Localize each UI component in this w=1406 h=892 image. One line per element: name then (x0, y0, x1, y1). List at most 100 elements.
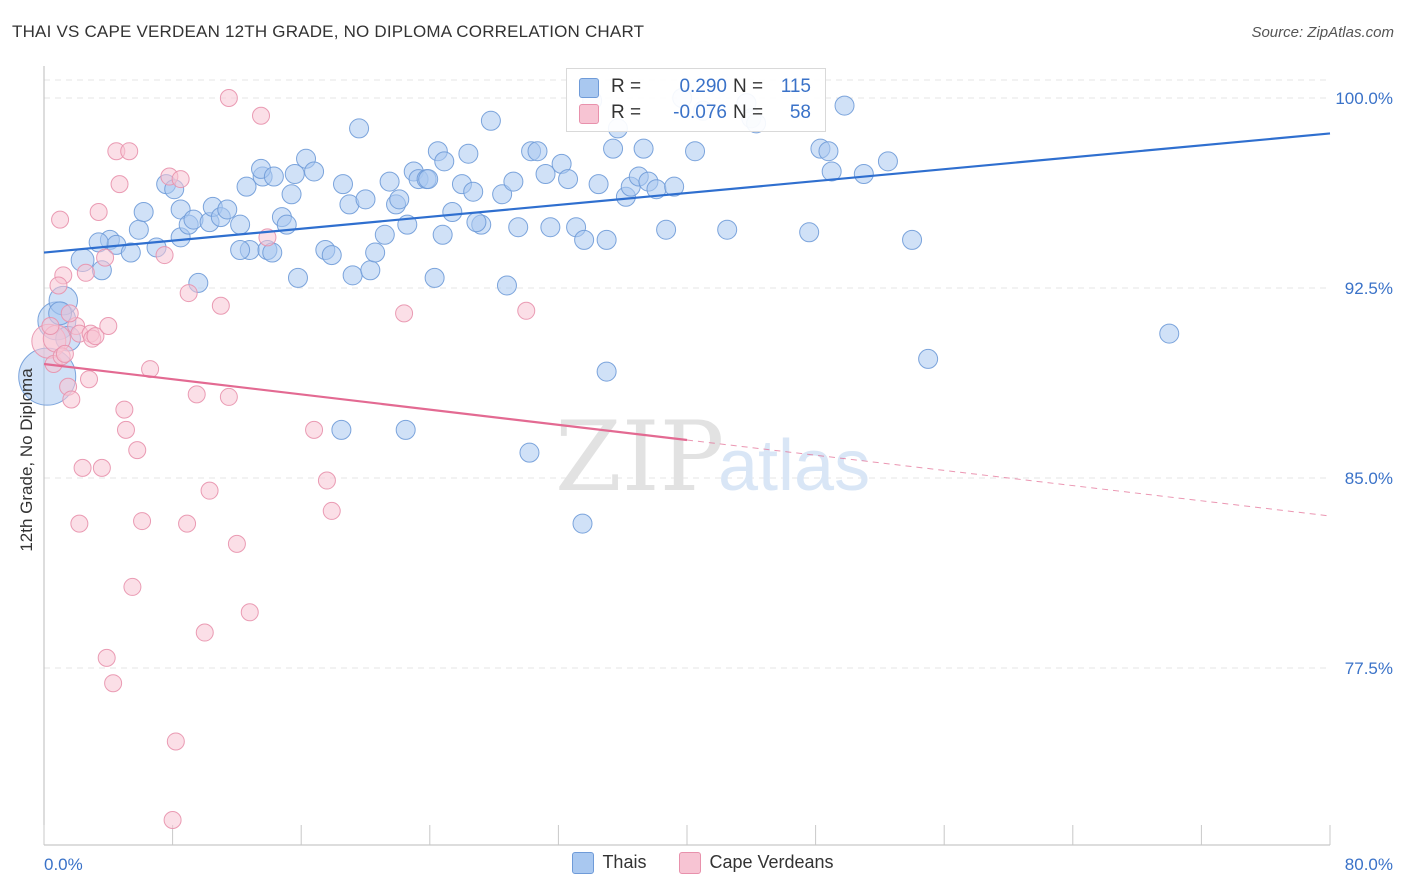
thais-point (480, 110, 501, 131)
thais-point (664, 176, 685, 197)
cape-verdeans-point (179, 284, 198, 303)
thais-point (834, 95, 855, 116)
thais-point (284, 164, 305, 184)
thais-point (527, 141, 548, 162)
cape-verdeans-point (97, 648, 116, 667)
cape-verdeans-point (219, 89, 238, 107)
chart-title: THAI VS CAPE VERDEAN 12TH GRADE, NO DIPL… (12, 22, 645, 41)
thais-point (596, 361, 617, 382)
thais-point (365, 242, 386, 263)
cape-verdeans-point (49, 276, 68, 295)
cape-verdeans-point (110, 175, 129, 194)
thais-point (685, 141, 706, 162)
thais-trend-line (43, 132, 1331, 254)
cape-verdeans-point (115, 400, 134, 419)
x-tick-labels: 0.0% 80.0% (44, 855, 1393, 874)
y-tick-label: 77.5% (1345, 659, 1393, 678)
thais-point (588, 174, 609, 195)
cape-verdeans-point (227, 534, 246, 553)
cape-verdeans-point (219, 387, 238, 406)
thais-point (603, 138, 624, 159)
cape-verdeans-point (200, 481, 219, 500)
cape-verdeans-point (80, 370, 99, 389)
cape-verdeans-point (55, 344, 74, 363)
cape-verdeans-legend-swatch (679, 852, 702, 875)
cape-verdeans-point (76, 263, 95, 282)
cape-verdeans-point (116, 420, 135, 439)
thais-point (120, 242, 141, 263)
cape-verdeans-point (99, 317, 118, 335)
thais-point (230, 240, 251, 260)
watermark-zip: ZIP (555, 401, 724, 513)
thais-point (418, 169, 439, 190)
cape-verdeans-point (155, 246, 174, 265)
y-tick-labels: 100.0% 92.5% 85.0% 77.5% (1335, 89, 1393, 678)
thais-point (558, 169, 579, 190)
y-tick-label: 85.0% (1345, 469, 1393, 488)
thais-point (492, 184, 513, 205)
cape-verdeans-point (62, 390, 81, 409)
cape-verdeans-point (128, 441, 147, 460)
thais-point (321, 245, 342, 266)
cape-verdeans-point (60, 304, 79, 323)
x-tick-label: 80.0% (1345, 855, 1393, 874)
cape-verdeans-point (89, 203, 108, 221)
thais-point (918, 348, 939, 369)
source-label: Source: ZipAtlas.com (1251, 24, 1394, 41)
cape-verdeans-trend-extension (686, 439, 1331, 517)
watermark: ZIP atlas (555, 401, 870, 513)
thais-point (434, 151, 455, 172)
cape-verdeans-point (317, 471, 336, 490)
cape-verdeans-point (517, 301, 536, 320)
n-value: 58 (789, 102, 811, 123)
thais-point (799, 222, 820, 243)
y-tick-label: 92.5% (1345, 279, 1393, 298)
thais-point (379, 171, 400, 192)
thais-point (633, 138, 654, 159)
thais-point (389, 189, 410, 210)
cape-verdeans-point (187, 385, 206, 404)
cape-verdeans-point (240, 603, 259, 622)
thais-point (818, 141, 839, 162)
cape-verdeans-point (252, 106, 271, 125)
cape-verdeans-point (322, 501, 341, 520)
cape-verdeans-point (70, 514, 89, 533)
cape-verdeans-point (86, 327, 105, 346)
thais-point (236, 176, 257, 197)
thais-point (508, 217, 529, 238)
cape-verdeans-point (104, 674, 123, 693)
thais-legend-swatch (572, 852, 595, 875)
cape-verdeans-point (120, 142, 139, 161)
thais-point (432, 224, 453, 245)
legend-item-thais[interactable]: Thais (572, 852, 646, 875)
r-value: 0.290 (679, 76, 727, 97)
thais-point (656, 219, 677, 240)
cape-verdeans-point (41, 317, 60, 335)
thais-point (540, 217, 561, 238)
thais-point (496, 275, 517, 296)
thais-point (355, 189, 376, 210)
thais-point (332, 174, 353, 195)
cape-verdeans-point (178, 514, 197, 533)
cape-verdeans-point (92, 458, 111, 477)
thais-point (395, 419, 416, 440)
thais-point (902, 229, 923, 250)
thais-point (217, 199, 238, 220)
legend-item-cape-verdeans[interactable]: Cape Verdeans (679, 852, 834, 875)
cape-verdeans-point (171, 170, 190, 189)
thais-point (128, 219, 149, 240)
legend-label-cape-verdeans: Cape Verdeans (709, 852, 834, 873)
thais-point (717, 219, 738, 240)
cape-verdeans-point (166, 732, 185, 751)
thais-swatch (579, 78, 599, 98)
thais-point (331, 419, 352, 440)
n-label: N = (733, 102, 764, 123)
thais-point (342, 265, 363, 286)
thais-point (442, 202, 463, 222)
thais-point (572, 513, 593, 534)
thais-point (853, 164, 874, 184)
thais-point (304, 161, 325, 182)
thais-point (424, 267, 445, 288)
cape-verdeans-swatch (579, 104, 599, 124)
